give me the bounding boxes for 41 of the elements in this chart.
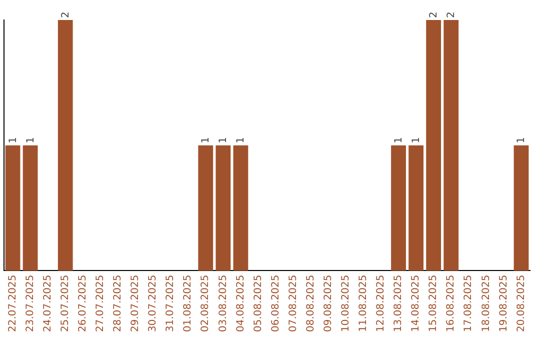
x-tick-label: 08.08.2025 (305, 274, 316, 332)
x-tick-label: 16.08.2025 (446, 274, 457, 332)
x-tick-label: 26.07.2025 (77, 274, 88, 332)
x-tick-label: 03.08.2025 (218, 274, 229, 332)
data-label: 1 (236, 136, 247, 144)
x-tick-label: 06.08.2025 (270, 274, 282, 332)
data-label: 2 (446, 12, 458, 18)
x-tick-label: 17.08.2025 (463, 274, 474, 332)
x-tick-label: 29.07.2025 (130, 274, 142, 332)
x-tick-label: 31.07.2025 (165, 274, 176, 332)
x-tick-label: 28.07.2025 (112, 274, 124, 332)
x-tick-label: 04.08.2025 (235, 274, 246, 332)
data-label: 1 (8, 136, 19, 144)
x-tick-label: 22.07.2025 (7, 274, 18, 332)
x-tick-label: 13.08.2025 (393, 274, 404, 332)
data-label: 1 (200, 136, 212, 144)
x-tick-label: 14.08.2025 (410, 274, 422, 332)
data-label: 2 (428, 12, 440, 18)
x-tick-label: 01.08.2025 (182, 274, 194, 332)
x-tick-label: 20.08.2025 (516, 274, 527, 332)
x-tick-label: 10.08.2025 (340, 274, 352, 332)
x-tick-label: 30.07.2025 (148, 274, 159, 332)
x-tick-label: 02.08.2025 (200, 274, 212, 332)
data-label: 1 (218, 136, 230, 144)
x-tick-label: 07.08.2025 (288, 274, 299, 332)
data-label: 2 (60, 12, 72, 18)
x-tick-label: 12.08.2025 (376, 274, 387, 332)
x-tick-label: 05.08.2025 (252, 274, 264, 332)
data-label: 1 (516, 136, 528, 144)
x-tick-label: 18.08.2025 (480, 274, 492, 332)
data-label: 1 (394, 136, 404, 144)
x-tick-label: 27.07.2025 (95, 274, 106, 332)
x-tick-label: 19.08.2025 (498, 274, 510, 332)
x-tick-label: 09.08.2025 (322, 274, 334, 332)
x-tick-label: 15.08.2025 (428, 274, 440, 332)
data-label: 1 (411, 136, 422, 144)
data-label: 1 (25, 136, 36, 144)
x-tick-label: 25.07.2025 (60, 274, 71, 332)
x-tick-label: 24.07.2025 (42, 274, 54, 332)
x-tick-label: 11.08.2025 (358, 274, 370, 332)
x-tick-label: 23.07.2025 (24, 274, 36, 332)
